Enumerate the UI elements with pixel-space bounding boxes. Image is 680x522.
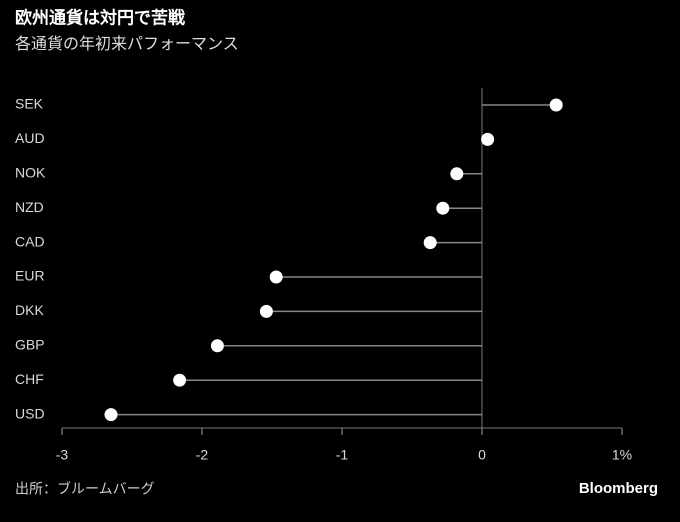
- x-tick-label: 0: [478, 447, 486, 463]
- x-tick-label: 1%: [612, 447, 632, 463]
- dot: [259, 304, 273, 318]
- dot: [481, 132, 495, 146]
- x-tick-label: -2: [196, 447, 209, 463]
- dot: [173, 373, 187, 387]
- y-tick-label: GBP: [15, 337, 45, 353]
- dot: [269, 270, 283, 284]
- dot: [104, 408, 118, 422]
- y-tick-label: AUD: [15, 130, 45, 146]
- y-tick-label: CHF: [15, 371, 44, 387]
- chart-title: 欧州通貨は対円で苦戦: [15, 7, 186, 27]
- dot: [423, 236, 437, 250]
- brand: Bloomberg: [579, 480, 658, 497]
- y-tick-label: USD: [15, 405, 45, 421]
- source: 出所：ブルームバーグ: [15, 481, 155, 497]
- x-tick-label: -1: [336, 447, 349, 463]
- y-tick-label: SEK: [15, 96, 44, 112]
- chart-subtitle: 各通貨の年初来パフォーマンス: [15, 35, 239, 53]
- dot: [549, 98, 563, 112]
- dot: [436, 201, 450, 215]
- dot: [210, 339, 224, 353]
- dot: [450, 167, 464, 181]
- y-tick-label: CAD: [15, 233, 45, 249]
- y-tick-label: DKK: [15, 302, 44, 318]
- y-tick-label: NZD: [15, 199, 44, 215]
- y-tick-label: NOK: [15, 165, 46, 181]
- y-tick-label: EUR: [15, 268, 45, 284]
- x-tick-label: -3: [56, 447, 69, 463]
